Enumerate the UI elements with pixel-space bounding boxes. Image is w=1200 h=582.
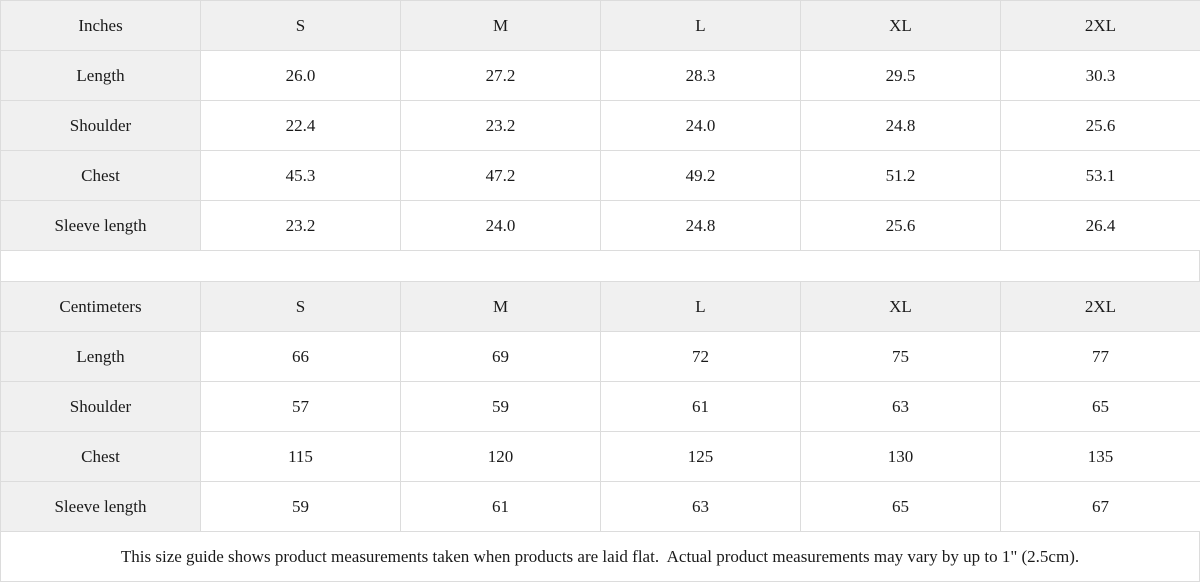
row-label-cell: Chest — [1, 151, 201, 201]
measurement-cell: 25.6 — [801, 201, 1001, 251]
measurement-cell: 125 — [601, 432, 801, 482]
row-label-cell: Chest — [1, 432, 201, 482]
measurement-cell: 23.2 — [201, 201, 401, 251]
size-header-row: Centimeters S M L XL 2XL — [1, 282, 1200, 332]
size-header-row: Inches S M L XL 2XL — [1, 1, 1200, 51]
measurement-cell: 27.2 — [401, 51, 601, 101]
measurement-cell: 45.3 — [201, 151, 401, 201]
measurement-cell: 63 — [601, 482, 801, 532]
unit-header-cell: Inches — [1, 1, 201, 51]
row-label-cell: Shoulder — [1, 101, 201, 151]
measurement-cell: 51.2 — [801, 151, 1001, 201]
size-header-cell-s: S — [201, 282, 401, 332]
measurement-cell: 26.0 — [201, 51, 401, 101]
measurement-cell: 49.2 — [601, 151, 801, 201]
measurement-cell: 57 — [201, 382, 401, 432]
size-header-cell-m: M — [401, 282, 601, 332]
measurement-cell: 59 — [401, 382, 601, 432]
measurement-cell: 47.2 — [401, 151, 601, 201]
measurement-cell: 29.5 — [801, 51, 1001, 101]
size-header-cell-s: S — [201, 1, 401, 51]
measurement-cell: 53.1 — [1001, 151, 1200, 201]
row-label-cell: Sleeve length — [1, 482, 201, 532]
measurement-cell: 59 — [201, 482, 401, 532]
size-header-cell-xl: XL — [801, 1, 1001, 51]
measurement-cell: 22.4 — [201, 101, 401, 151]
measurement-cell: 24.0 — [601, 101, 801, 151]
size-header-cell-xl: XL — [801, 282, 1001, 332]
measurement-cell: 28.3 — [601, 51, 801, 101]
size-table-inches: Inches S M L XL 2XL Length 26.0 27.2 28.… — [0, 0, 1200, 251]
measurement-cell: 24.0 — [401, 201, 601, 251]
measurement-cell: 135 — [1001, 432, 1200, 482]
table-row-sleeve-length: Sleeve length 59 61 63 65 67 — [1, 482, 1200, 532]
size-header-cell-m: M — [401, 1, 601, 51]
measurement-cell: 25.6 — [1001, 101, 1200, 151]
measurement-cell: 61 — [401, 482, 601, 532]
measurement-cell: 24.8 — [801, 101, 1001, 151]
table-row-chest: Chest 45.3 47.2 49.2 51.2 53.1 — [1, 151, 1200, 201]
spacer-row — [0, 251, 1200, 281]
size-header-cell-2xl: 2XL — [1001, 282, 1200, 332]
measurement-cell: 30.3 — [1001, 51, 1200, 101]
measurement-cell: 63 — [801, 382, 1001, 432]
measurement-cell: 69 — [401, 332, 601, 382]
unit-header-cell: Centimeters — [1, 282, 201, 332]
measurement-cell: 65 — [801, 482, 1001, 532]
size-header-cell-2xl: 2XL — [1001, 1, 1200, 51]
measurement-cell: 26.4 — [1001, 201, 1200, 251]
measurement-cell: 23.2 — [401, 101, 601, 151]
measurement-cell: 120 — [401, 432, 601, 482]
measurement-cell: 77 — [1001, 332, 1200, 382]
size-header-cell-l: L — [601, 1, 801, 51]
size-header-cell-l: L — [601, 282, 801, 332]
measurement-cell: 24.8 — [601, 201, 801, 251]
measurement-cell: 61 — [601, 382, 801, 432]
measurement-cell: 130 — [801, 432, 1001, 482]
row-label-cell: Length — [1, 332, 201, 382]
measurement-cell: 66 — [201, 332, 401, 382]
table-row-shoulder: Shoulder 22.4 23.2 24.0 24.8 25.6 — [1, 101, 1200, 151]
footer-note: This size guide shows product measuremen… — [0, 532, 1200, 582]
measurement-cell: 65 — [1001, 382, 1200, 432]
table-row-length: Length 26.0 27.2 28.3 29.5 30.3 — [1, 51, 1200, 101]
size-table-centimeters: Centimeters S M L XL 2XL Length 66 69 72… — [0, 281, 1200, 532]
row-label-cell: Shoulder — [1, 382, 201, 432]
table-row-chest: Chest 115 120 125 130 135 — [1, 432, 1200, 482]
row-label-cell: Sleeve length — [1, 201, 201, 251]
table-row-shoulder: Shoulder 57 59 61 63 65 — [1, 382, 1200, 432]
row-label-cell: Length — [1, 51, 201, 101]
table-row-length: Length 66 69 72 75 77 — [1, 332, 1200, 382]
measurement-cell: 72 — [601, 332, 801, 382]
table-row-sleeve-length: Sleeve length 23.2 24.0 24.8 25.6 26.4 — [1, 201, 1200, 251]
measurement-cell: 67 — [1001, 482, 1200, 532]
measurement-cell: 75 — [801, 332, 1001, 382]
measurement-cell: 115 — [201, 432, 401, 482]
